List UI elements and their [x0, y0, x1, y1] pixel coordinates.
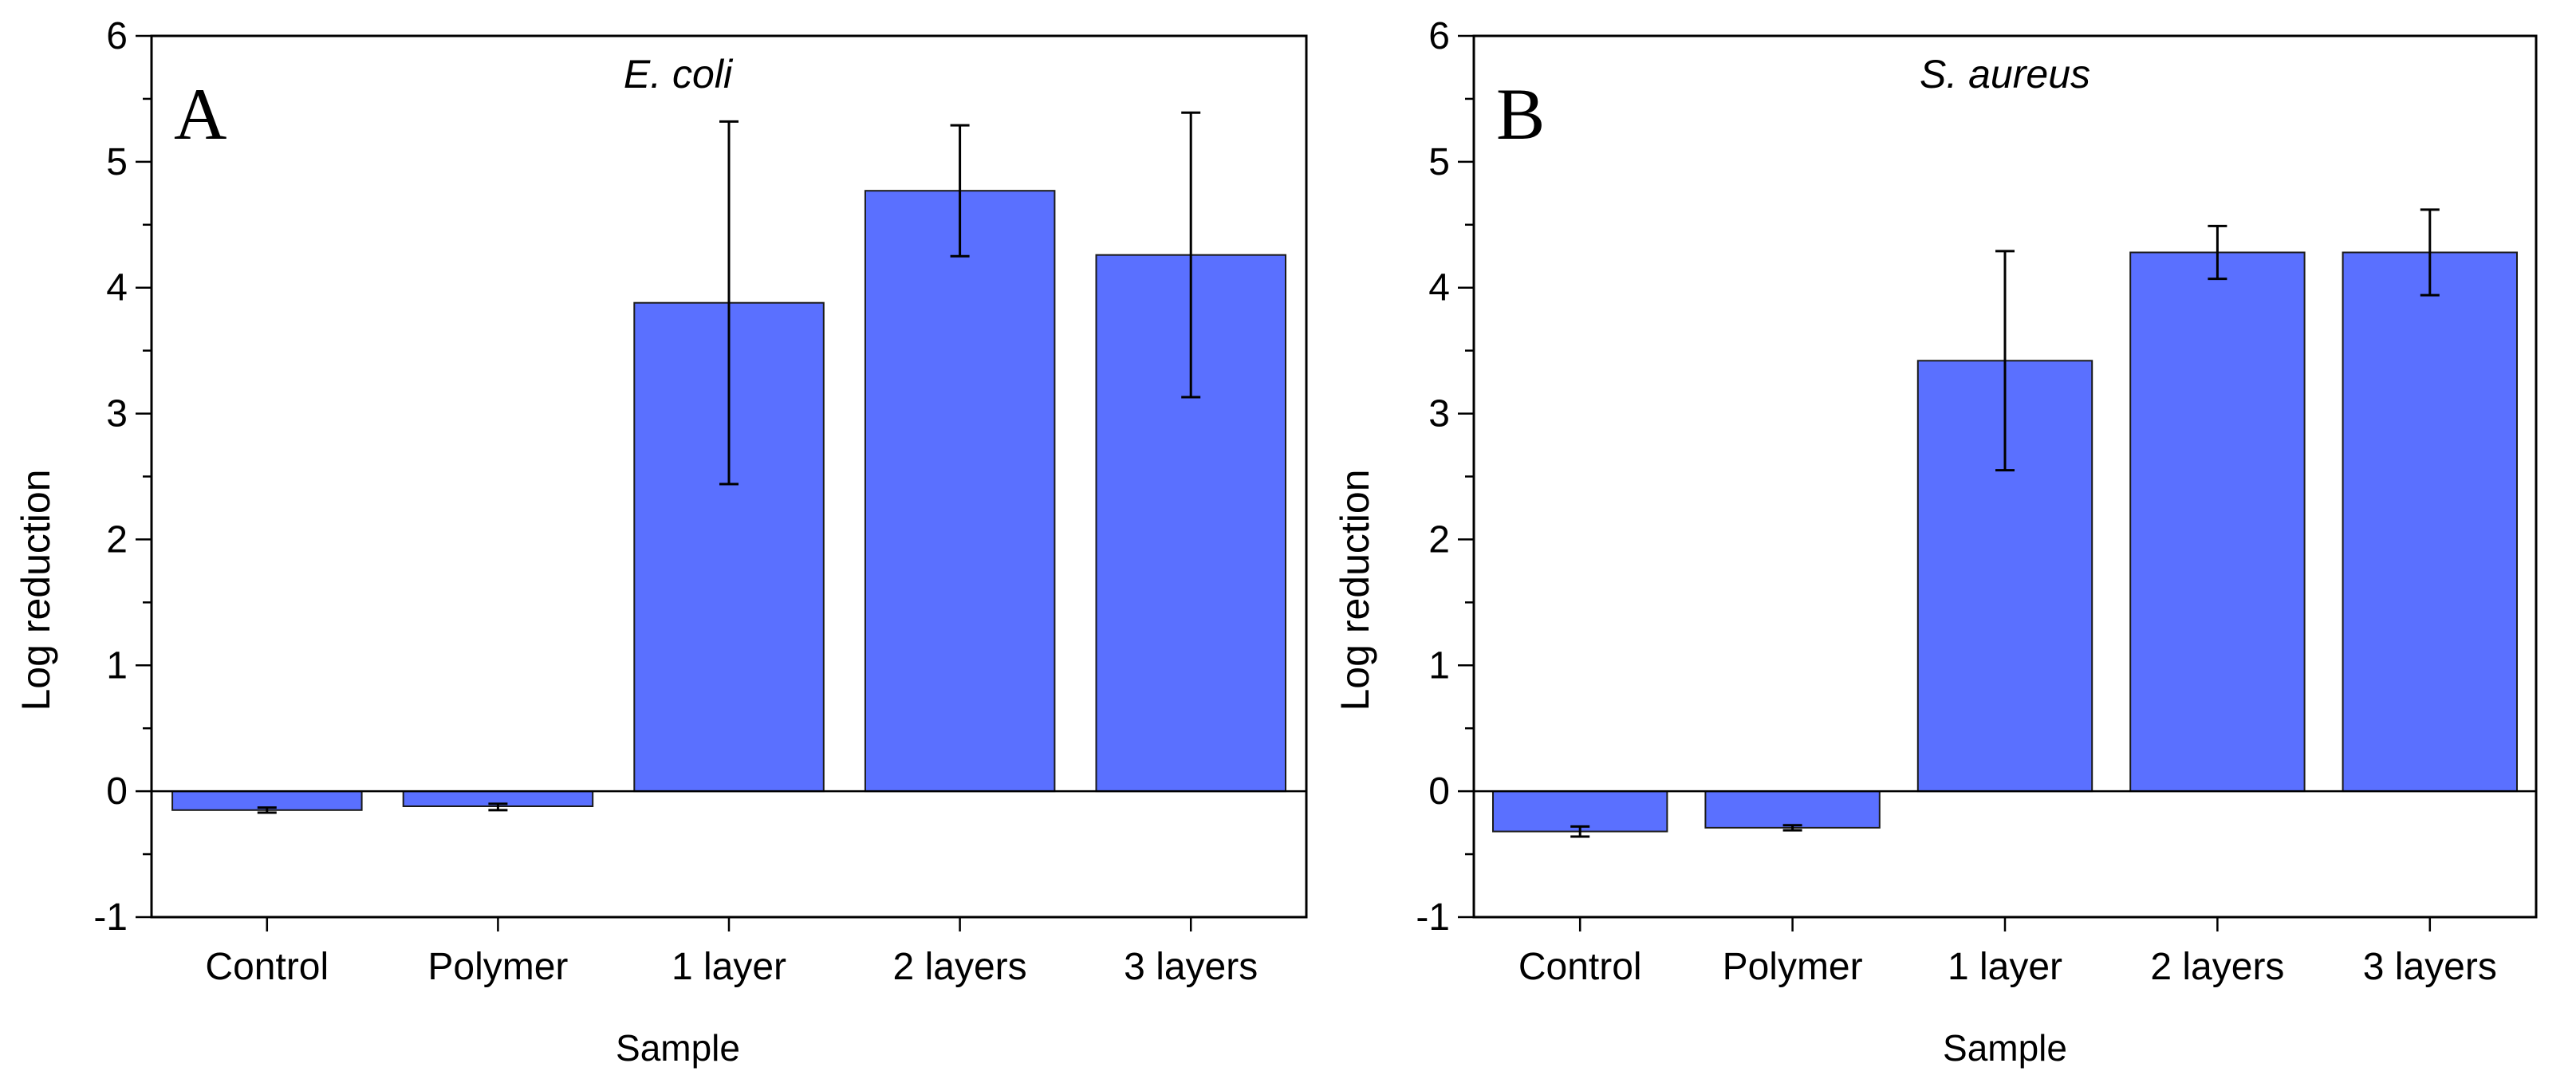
error-bar [488, 802, 508, 812]
y-tick-label: -1 [1416, 896, 1450, 939]
error-bar [1782, 824, 1802, 832]
panel-a: A E. coli Sample Log reduction -1 0 1 2 3 4 5 6… [14, 15, 1308, 1069]
y-axis-label: Log reduction [1333, 469, 1377, 711]
x-axis-label: Sample [1943, 1027, 2067, 1069]
x-tick-label: 1 layer [672, 946, 786, 988]
y-tick-label: 3 [106, 393, 128, 435]
x-tick-label: 3 layers [1124, 946, 1258, 988]
x-tick-label: Polymer [1723, 946, 1863, 988]
chart-title: S. aureus [1920, 52, 2090, 96]
y-tick-label: 5 [1428, 141, 1450, 183]
y-tick-label: 6 [1428, 15, 1450, 57]
y-tick-label: 2 [1428, 518, 1450, 561]
y-tick-label: 1 [1428, 644, 1450, 687]
error-bar [950, 124, 970, 258]
y-tick-label: 4 [106, 267, 128, 309]
y-tick-label: 4 [1428, 267, 1450, 309]
x-tick-label: 2 layers [893, 946, 1027, 988]
error-bar [1181, 111, 1201, 399]
bar-polymer [1704, 790, 1881, 829]
error-bar [257, 806, 277, 814]
y-tick-label: -1 [93, 896, 128, 939]
y-tick-label: 1 [106, 644, 128, 687]
y-tick-label: 6 [106, 15, 128, 57]
panel-label: A [174, 73, 226, 155]
panel-label: B [1496, 73, 1545, 155]
bar-2-layers [864, 190, 1056, 793]
bar-3-layers [2342, 251, 2519, 793]
error-bar [719, 120, 739, 486]
error-bar [2420, 208, 2440, 297]
y-axis-label: Log reduction [14, 469, 58, 711]
x-tick-label: Control [205, 946, 329, 988]
chart-title: E. coli [624, 52, 734, 96]
x-tick-label: Control [1518, 946, 1642, 988]
y-tick-label: 5 [106, 141, 128, 183]
x-tick-label: 1 layer [1948, 946, 2062, 988]
panel-b: B S. aureus Sample Log reduction -1 0 1 2 3 4… [1333, 15, 2538, 1069]
error-bar [2208, 224, 2227, 281]
y-tick-label: 0 [1428, 770, 1450, 813]
x-tick-label: 3 layers [2363, 946, 2497, 988]
error-bar [1995, 250, 2015, 472]
x-tick-label: Polymer [427, 946, 568, 988]
y-tick-label: 3 [1428, 393, 1450, 435]
x-axis-label: Sample [616, 1027, 740, 1069]
y-tick-label: 0 [106, 770, 128, 813]
error-bar [1570, 825, 1590, 838]
x-tick-label: 2 layers [2150, 946, 2284, 988]
bar-2-layers [2129, 251, 2306, 793]
y-tick-label: 2 [106, 518, 128, 561]
